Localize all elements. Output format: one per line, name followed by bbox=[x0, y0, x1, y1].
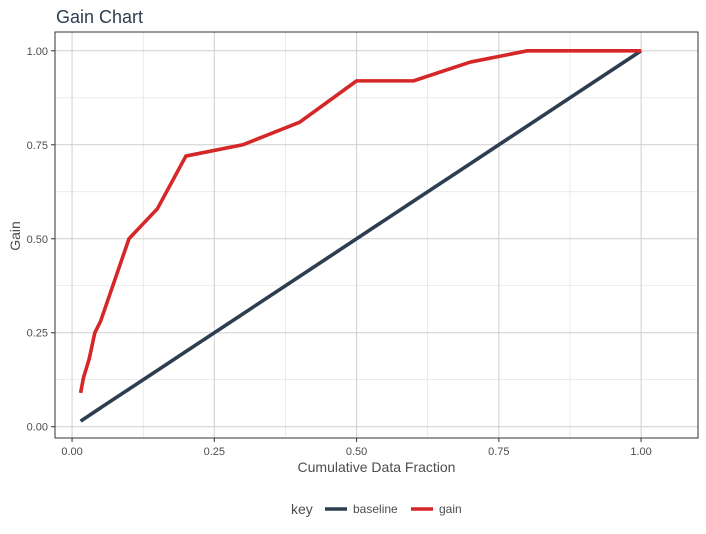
x-tick-label: 0.00 bbox=[61, 446, 82, 458]
plot-panel bbox=[55, 32, 698, 438]
plot-border bbox=[54, 31, 699, 439]
legend: key baseline gain bbox=[291, 501, 462, 517]
series-line-baseline bbox=[79, 49, 643, 423]
series-line-gain bbox=[78, 48, 642, 394]
x-tick-label: 0.50 bbox=[346, 446, 367, 458]
series-layer bbox=[78, 48, 643, 423]
y-tick-label: 0.25 bbox=[27, 328, 48, 340]
chart-title: Gain Chart bbox=[56, 7, 143, 27]
x-axis-title: Cumulative Data Fraction bbox=[298, 459, 456, 475]
y-tick-label: 0.00 bbox=[27, 422, 48, 434]
y-tick-label: 0.75 bbox=[27, 140, 48, 152]
legend-label-baseline: baseline bbox=[353, 502, 398, 516]
axes: 0.00 0.25 0.50 0.75 1.00 0.00 0.25 0.50 0.75 1.00 bbox=[27, 46, 652, 458]
x-tick-label: 1.00 bbox=[630, 446, 651, 458]
y-axis-title: Gain bbox=[7, 221, 23, 251]
y-tick-label: 0.50 bbox=[27, 234, 48, 246]
x-tick-label: 0.75 bbox=[488, 446, 509, 458]
y-tick-label: 1.00 bbox=[27, 46, 48, 58]
gridlines bbox=[55, 32, 698, 438]
x-tick-label: 0.25 bbox=[204, 446, 225, 458]
legend-title: key bbox=[291, 501, 313, 517]
legend-label-gain: gain bbox=[439, 502, 462, 516]
